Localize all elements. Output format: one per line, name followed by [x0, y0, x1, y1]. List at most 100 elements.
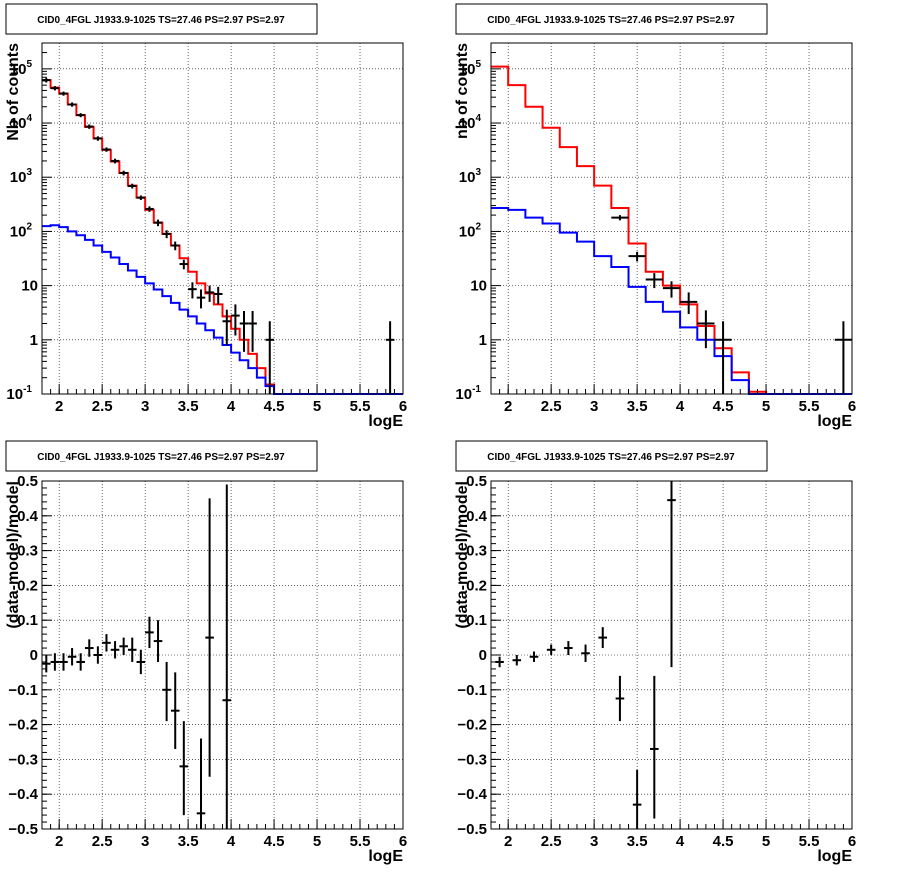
y-axis-label: (data-model)/model	[5, 481, 22, 629]
data-point	[84, 124, 94, 129]
data-point	[581, 644, 590, 662]
title-box	[5, 440, 318, 472]
data-point	[153, 219, 163, 227]
chart-title: CID0_4FGL J1933.9-1025 TS=27.46 PS=2.97 …	[487, 452, 735, 463]
data-point	[248, 311, 257, 352]
data-point	[650, 675, 659, 819]
x-tick-label: 2	[504, 398, 512, 415]
y-tick-label: 0.5	[17, 473, 38, 490]
data-point	[714, 321, 732, 394]
data-point	[222, 309, 232, 346]
data-point	[645, 273, 663, 289]
data-point	[59, 91, 68, 96]
y-tick-label: 103	[459, 167, 482, 186]
data-point	[697, 310, 715, 349]
grid	[491, 43, 852, 394]
y-tick-label: 0.4	[17, 508, 39, 525]
y-tick-label: −0.3	[8, 751, 38, 768]
y-tick-label: 102	[10, 221, 33, 240]
y-tick-label: 102	[459, 221, 482, 240]
plot-area	[495, 481, 676, 829]
x-tick-label: 3	[590, 398, 598, 415]
data-point	[495, 656, 504, 668]
data-point	[834, 321, 852, 394]
data-point	[667, 481, 676, 668]
data-point	[598, 627, 608, 649]
y-tick-label: −0.1	[457, 682, 487, 699]
data-point	[546, 644, 556, 655]
y-tick-label: 0.1	[17, 612, 38, 629]
x-tick-label: 4	[227, 398, 236, 415]
grid	[42, 481, 403, 829]
y-tick-label: 0.5	[466, 473, 487, 490]
data-point	[93, 136, 103, 141]
y-tick-label: 103	[10, 167, 33, 186]
data-point	[76, 113, 85, 118]
y-tick-label: −0.4	[8, 786, 38, 803]
x-axis-label: logE	[368, 848, 403, 865]
data-point	[153, 620, 163, 662]
y-tick-label: 0	[479, 647, 487, 664]
data-point	[102, 147, 111, 152]
data-point	[196, 289, 206, 309]
y-tick-label: −0.4	[457, 786, 487, 803]
data-point	[42, 77, 51, 83]
y-tick-label: −0.5	[457, 821, 487, 838]
data-point	[239, 311, 249, 352]
data-point	[93, 646, 103, 664]
x-tick-label: 4	[676, 833, 685, 850]
data-point	[119, 170, 128, 176]
y-tick-label: 10-1	[455, 384, 481, 403]
panel-top-left: CID0_4FGL J1933.9-1025 TS=27.46 PS=2.97 …	[5, 3, 407, 430]
axis-ticks: 2 2.5 3 3.5 4 4.5 5 5.5 6 −0.5 −0.4 −0.3 −0.2 −0.1 0 0.…	[457, 473, 856, 850]
x-tick-label: 2.5	[92, 398, 113, 415]
data-point	[145, 616, 154, 649]
data-point	[564, 641, 573, 655]
title-box	[455, 440, 768, 472]
title-box	[455, 3, 768, 35]
data-point	[162, 661, 171, 722]
panel-top-right: CID0_4FGL J1933.9-1025 TS=27.46 PS=2.97 …	[454, 3, 856, 430]
histogram-series	[42, 79, 403, 395]
x-tick-label: 5	[313, 833, 321, 850]
x-tick-label: 6	[399, 398, 407, 415]
y-tick-label: 10-1	[6, 384, 32, 403]
data-point	[67, 102, 77, 107]
data-point	[179, 721, 189, 816]
plot-area	[42, 77, 403, 395]
data-point	[59, 653, 68, 671]
x-tick-label: 4	[227, 833, 236, 850]
x-tick-label: 6	[399, 833, 407, 850]
x-tick-label: 2	[55, 833, 63, 850]
data-point	[265, 321, 275, 394]
y-tick-label: 0.4	[466, 508, 488, 525]
data-point	[84, 639, 94, 657]
x-tick-label: 6	[848, 398, 856, 415]
chart-title: CID0_4FGL J1933.9-1025 TS=27.46 PS=2.97 …	[37, 452, 285, 463]
data-point	[162, 230, 171, 239]
y-tick-label: −0.2	[8, 717, 38, 734]
data-point	[179, 259, 189, 270]
chart-title: CID0_4FGL J1933.9-1025 TS=27.46 PS=2.97 …	[37, 15, 285, 26]
x-tick-label: 5	[313, 398, 321, 415]
x-tick-label: 4.5	[713, 398, 734, 415]
y-tick-label: 0	[30, 647, 38, 664]
data-point	[205, 285, 214, 302]
data-point	[50, 86, 60, 91]
data-point	[102, 634, 111, 652]
x-tick-label: 3.5	[627, 398, 648, 415]
data-point	[136, 195, 146, 201]
data-point	[110, 158, 120, 164]
axes-frame	[490, 42, 853, 395]
data-point	[127, 183, 137, 189]
data-point	[662, 281, 681, 298]
data-point	[213, 286, 223, 305]
x-axis-label: logE	[817, 848, 852, 865]
y-tick-label: −0.1	[8, 682, 38, 699]
data-point	[42, 655, 51, 673]
x-tick-label: 2.5	[92, 833, 113, 850]
y-tick-label: 1	[479, 332, 487, 349]
y-tick-label: −0.3	[457, 751, 487, 768]
